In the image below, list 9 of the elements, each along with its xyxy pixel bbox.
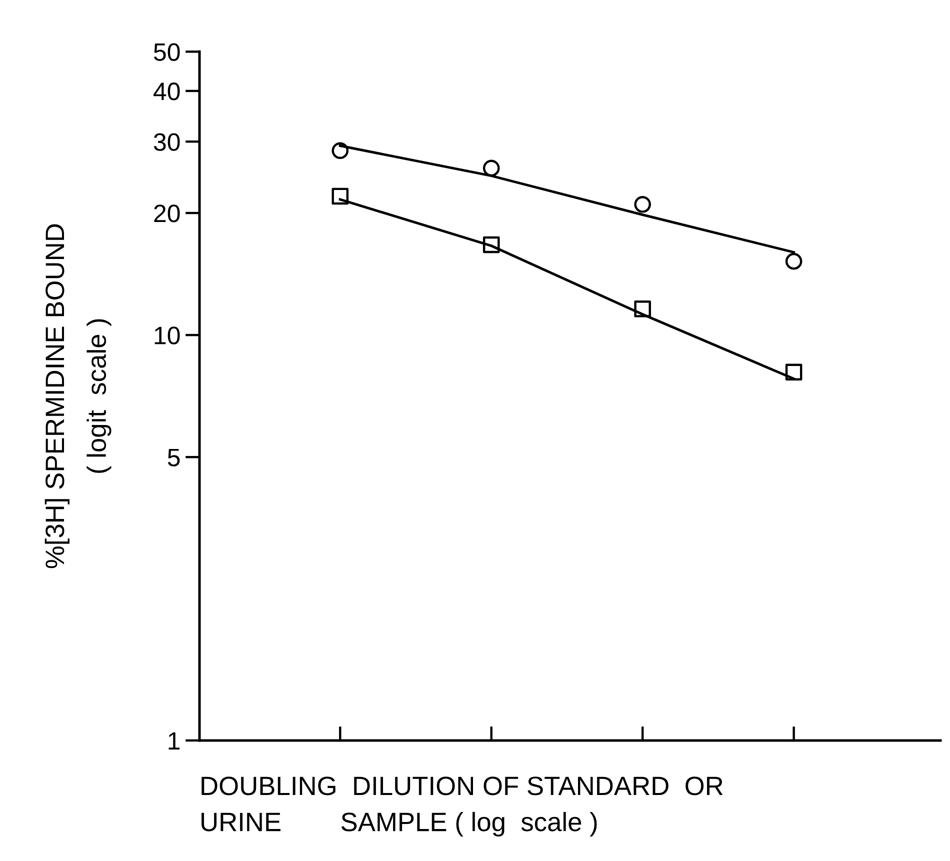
y-tick-label: 30 [154, 133, 180, 151]
y-tick-label: 40 [154, 82, 180, 100]
y-tick-label: 50 [154, 43, 180, 61]
y-tick-label: 1 [168, 732, 180, 750]
y-tick-label: 10 [154, 326, 180, 344]
x-axis-title: DOUBLING DILUTION OF STANDARD OR URINE SAMPLE ( log scale ) [202, 776, 723, 837]
y-axis-title: %[3H] SPERMIDINE BOUND ( logit scale ) [44, 224, 112, 568]
y-tick-label: 20 [154, 204, 180, 222]
y-tick-label: 5 [168, 448, 180, 466]
